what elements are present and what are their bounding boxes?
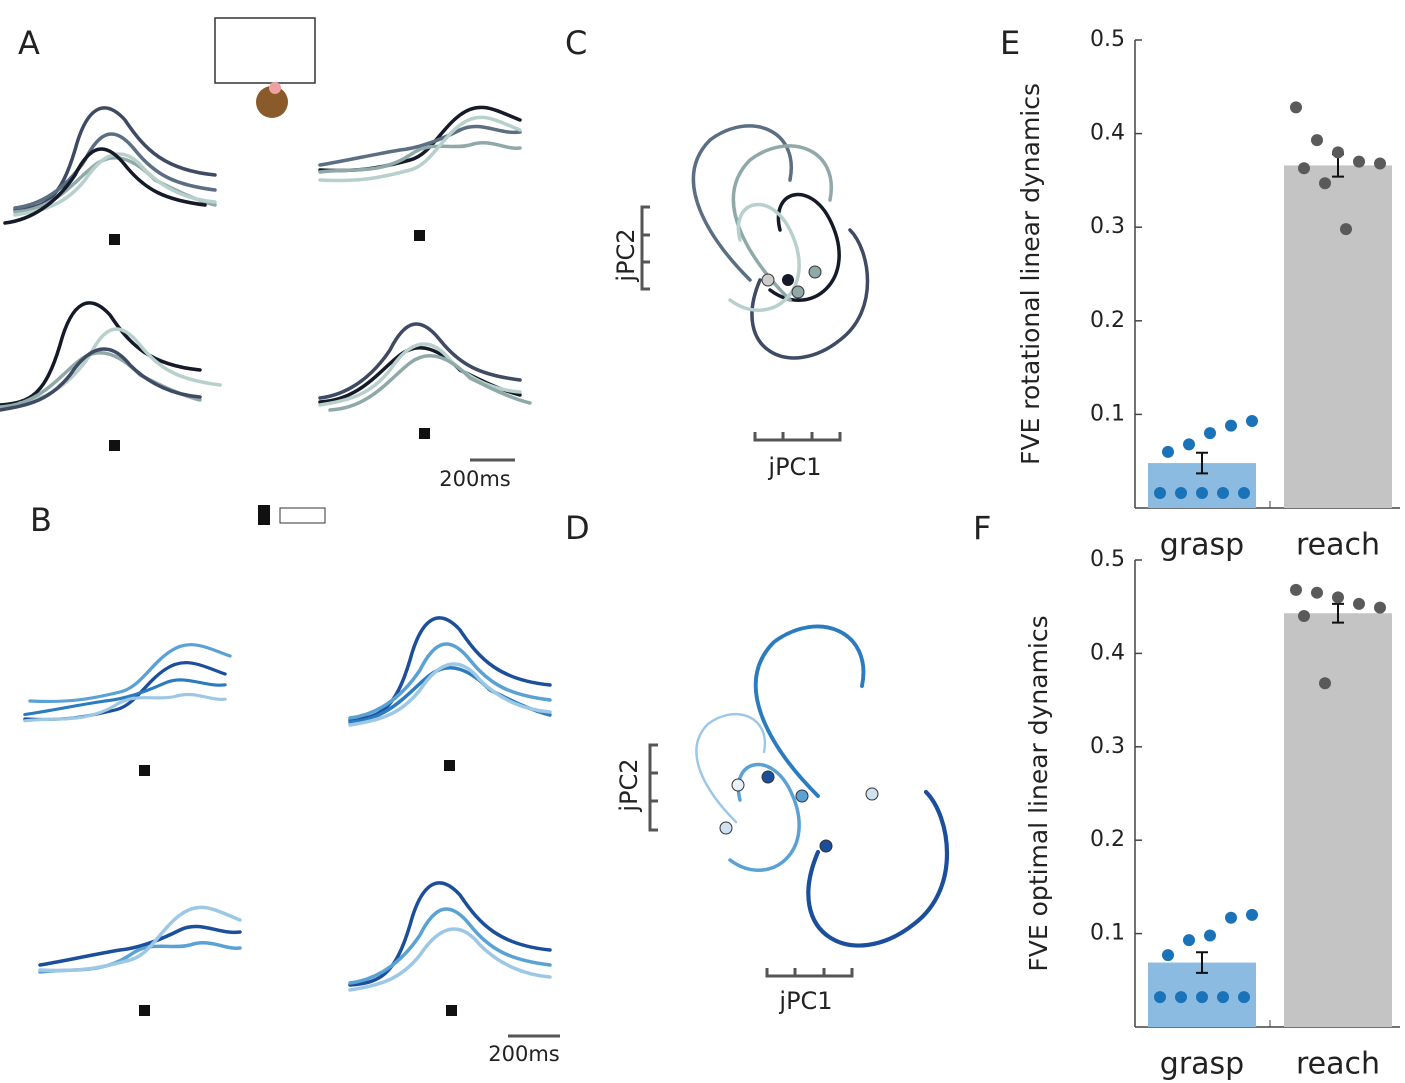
data-point: [1225, 911, 1237, 924]
data-point: [1340, 223, 1352, 236]
data-point: [1246, 414, 1258, 427]
data-point: [1154, 487, 1166, 500]
panel-c-trajectories: [691, 124, 870, 360]
panel-label: F: [973, 509, 991, 547]
y-scale-label: jPC2: [615, 758, 643, 812]
y-tick-label: 0.2: [1090, 308, 1125, 333]
panel-b-traces: [23, 505, 560, 1038]
data-point: [1204, 427, 1216, 440]
y-tick-label: 0.1: [1090, 921, 1125, 946]
y-axis-label: FVE optimal linear dynamics: [1024, 615, 1053, 971]
y-tick-label: 0.2: [1090, 827, 1125, 852]
data-point: [1311, 134, 1323, 147]
error-bar: [1332, 602, 1344, 624]
y-tick-label: 0.5: [1090, 27, 1125, 52]
data-point: [1353, 155, 1365, 168]
data-point: [1319, 677, 1331, 690]
y-tick-label: 0.3: [1090, 214, 1125, 239]
y-scale-label: jPC2: [612, 228, 640, 282]
data-point: [1196, 487, 1208, 500]
x-scale-label: jPC1: [778, 987, 832, 1015]
data-point: [1196, 991, 1208, 1004]
time-scale-label: 200ms: [488, 1042, 559, 1066]
data-point: [1311, 586, 1323, 599]
data-point: [1332, 591, 1344, 604]
data-point: [1217, 487, 1229, 500]
x-scale-label: jPC1: [767, 453, 821, 481]
y-tick-label: 0.4: [1090, 640, 1125, 665]
y-tick-label: 0.3: [1090, 734, 1125, 759]
data-point: [1183, 934, 1195, 947]
data-point: [1225, 419, 1237, 432]
bar: [1284, 613, 1392, 1027]
x-tick-label: grasp: [1160, 1047, 1244, 1082]
y-tick-label: 0.4: [1090, 121, 1125, 146]
error-bar: [1196, 451, 1208, 475]
data-point: [1374, 601, 1386, 614]
panel-label: A: [18, 24, 40, 62]
panel-label: D: [565, 509, 590, 547]
data-point: [1154, 991, 1166, 1004]
y-axis-label: FVE rotational linear dynamics: [1016, 83, 1045, 465]
bar: [1284, 165, 1392, 508]
data-point: [1162, 949, 1174, 962]
panel-d-trajectories: [695, 624, 947, 945]
panel-labels: A B C D E F: [18, 24, 1020, 547]
y-tick-label: 0.1: [1090, 401, 1125, 426]
data-point: [1217, 991, 1229, 1004]
data-point: [1319, 177, 1331, 190]
data-point: [1332, 146, 1344, 159]
x-tick-label: reach: [1296, 528, 1380, 563]
x-tick-label: grasp: [1160, 528, 1244, 563]
data-point: [1374, 157, 1386, 170]
data-point: [1204, 929, 1216, 942]
data-point: [1175, 487, 1187, 500]
panel-a-traces: [0, 17, 532, 462]
data-point: [1353, 597, 1365, 610]
data-point: [1175, 991, 1187, 1004]
time-scale-label: 200ms: [439, 467, 510, 491]
x-tick-label: reach: [1296, 1047, 1380, 1082]
panel-label: C: [565, 24, 587, 62]
panel-label: E: [1000, 24, 1020, 62]
y-tick-label: 0.5: [1090, 547, 1125, 572]
data-point: [1183, 438, 1195, 451]
data-point: [1162, 445, 1174, 458]
error-bar: [1196, 951, 1208, 974]
data-point: [1290, 583, 1302, 596]
data-point: [1298, 610, 1310, 623]
data-point: [1238, 991, 1250, 1004]
data-point: [1246, 908, 1258, 921]
data-point: [1238, 487, 1250, 500]
data-point: [1298, 162, 1310, 175]
data-point: [1290, 101, 1302, 114]
panel-label: B: [30, 501, 52, 539]
